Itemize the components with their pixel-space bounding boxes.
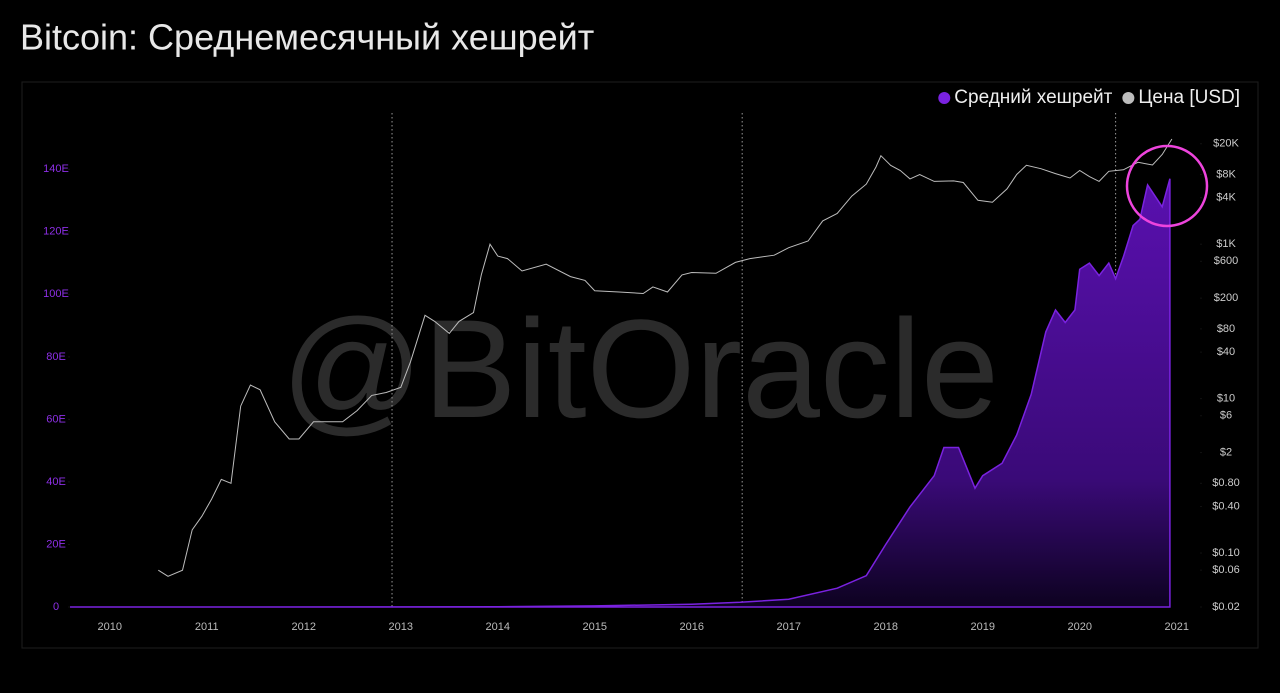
y-tick-label: 40E	[46, 476, 66, 488]
x-tick-label: 2020	[1067, 621, 1091, 633]
y2-tick-label: $40	[1217, 346, 1235, 358]
y2-tick-label: $80	[1217, 323, 1235, 335]
legend-swatch	[1122, 92, 1135, 104]
y2-tick-label: $200	[1214, 292, 1238, 304]
y2-tick-label: $0.80	[1212, 477, 1240, 489]
y2-tick-label: $0.02	[1212, 601, 1240, 613]
x-tick-label: 2013	[389, 621, 413, 633]
x-tick-label: 2012	[292, 621, 316, 633]
y-tick-label: 60E	[46, 413, 66, 425]
hashrate-area	[70, 178, 1171, 608]
chart-title: Bitcoin: Среднемесячный хешрейт	[20, 17, 594, 58]
y2-tick-label: $600	[1214, 255, 1238, 267]
x-tick-label: 2019	[970, 621, 994, 633]
x-tick-label: 2014	[486, 621, 510, 633]
x-tick-label: 2021	[1164, 621, 1188, 633]
watermark: @BitOracle	[281, 290, 999, 447]
y2-tick-label: $1K	[1216, 238, 1236, 250]
y2-tick-label: $10	[1217, 393, 1235, 405]
y2-tick-label: $8K	[1216, 168, 1236, 180]
y-tick-label: 100E	[43, 288, 69, 300]
x-tick-label: 2011	[195, 621, 219, 633]
y-tick-label: 80E	[46, 351, 66, 363]
legend-label: Цена [USD]	[1138, 87, 1240, 108]
price-line	[158, 138, 1173, 577]
x-tick-label: 2016	[680, 621, 704, 633]
y2-tick-label: $6	[1220, 410, 1232, 422]
y-tick-label: 20E	[46, 538, 66, 550]
y-tick-label: 120E	[43, 226, 69, 238]
highlight-circle	[1125, 144, 1209, 228]
y2-tick-label: $4K	[1216, 192, 1236, 204]
y-tick-label: 0	[53, 601, 59, 613]
legend-swatch	[938, 92, 951, 104]
x-tick-label: 2018	[873, 621, 897, 633]
legend-label: Средний хешрейт	[954, 87, 1112, 108]
x-tick-label: 2015	[583, 621, 607, 633]
x-tick-label: 2017	[776, 621, 800, 633]
y2-tick-label: $0.06	[1212, 564, 1240, 576]
y2-tick-label: $0.40	[1212, 500, 1240, 512]
y2-tick-label: $20K	[1213, 138, 1239, 150]
y-tick-label: 140E	[43, 163, 69, 175]
x-tick-label: 2010	[98, 621, 122, 633]
y2-tick-label: $2	[1220, 446, 1232, 458]
y2-tick-label: $0.10	[1212, 547, 1240, 559]
